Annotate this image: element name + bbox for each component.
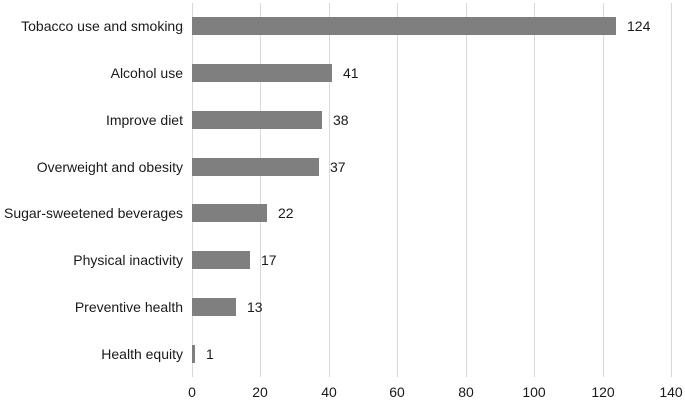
value-label: 13: [247, 299, 263, 315]
value-label: 17: [261, 252, 277, 268]
gridline: [534, 3, 535, 377]
x-tick-label: 40: [321, 384, 337, 400]
x-tick-label: 80: [458, 384, 474, 400]
category-label: Alcohol use: [110, 65, 183, 81]
value-label: 1: [206, 346, 214, 362]
x-tick-label: 100: [522, 384, 546, 400]
bar: [192, 298, 236, 316]
value-label: 37: [330, 159, 346, 175]
x-tick-label: 140: [659, 384, 683, 400]
bar: [192, 17, 616, 35]
gridline: [603, 3, 604, 377]
x-tick-label: 60: [389, 384, 405, 400]
value-label: 22: [278, 205, 294, 221]
bar: [192, 204, 267, 222]
bar: [192, 111, 322, 129]
gridline: [466, 3, 467, 377]
bar: [192, 251, 250, 269]
x-tick-label: 0: [188, 384, 196, 400]
bar: [192, 64, 332, 82]
gridline: [671, 3, 672, 377]
x-tick-label: 20: [252, 384, 268, 400]
value-label: 41: [343, 65, 359, 81]
gridline: [329, 3, 330, 377]
category-label: Sugar-sweetened beverages: [3, 205, 183, 221]
category-label: Health equity: [101, 346, 183, 362]
category-label: Preventive health: [74, 299, 183, 315]
category-label: Improve diet: [105, 112, 183, 128]
gridline: [192, 3, 193, 377]
value-label: 38: [333, 112, 349, 128]
gridline: [397, 3, 398, 377]
value-label: 124: [627, 18, 651, 34]
x-tick-label: 120: [591, 384, 615, 400]
gridline: [260, 3, 261, 377]
category-label: Physical inactivity: [73, 252, 183, 268]
category-label: Tobacco use and smoking: [21, 18, 183, 34]
bar: [192, 345, 195, 363]
bar: [192, 158, 319, 176]
category-label: Overweight and obesity: [36, 159, 183, 175]
